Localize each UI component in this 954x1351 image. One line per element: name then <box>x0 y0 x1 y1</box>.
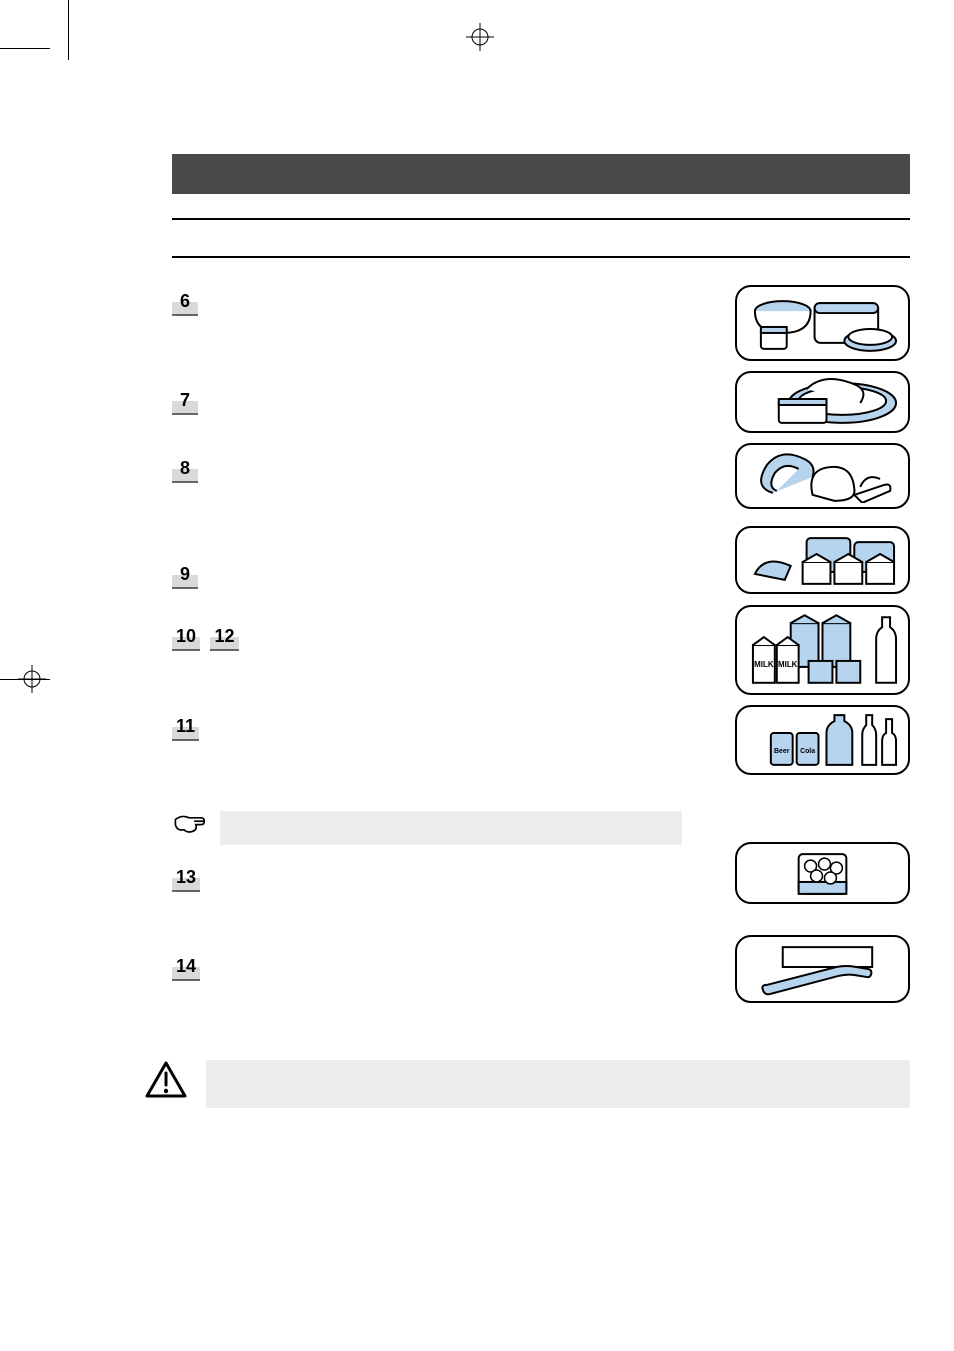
item-number-badge: 10 <box>172 625 200 651</box>
item-number-badge: 13 <box>172 866 200 892</box>
section-header-bar <box>172 154 910 194</box>
item-number-badge: 12 <box>210 625 238 651</box>
item-number-badge: 8 <box>172 457 198 483</box>
list-item: 6 <box>172 290 198 316</box>
crop-mark <box>0 48 50 49</box>
svg-text:Beer: Beer <box>774 748 790 755</box>
item-number-badge: 7 <box>172 389 198 415</box>
list-item: 13 <box>172 866 200 892</box>
list-item: 7 <box>172 389 198 415</box>
illustration-wine-rack-icon <box>735 935 910 1003</box>
divider <box>172 256 910 258</box>
illustration-vegetables-icon <box>735 443 910 509</box>
registration-mark-icon <box>466 23 494 51</box>
list-item: 9 <box>172 563 198 589</box>
illustration-plate-icon <box>735 371 910 433</box>
list-item: 10 12 <box>172 625 239 651</box>
item-number-badge: 11 <box>172 715 199 741</box>
registration-mark-icon <box>18 665 46 693</box>
warning-box <box>206 1060 910 1108</box>
divider <box>172 218 910 220</box>
illustration-containers-icon <box>735 285 910 361</box>
list-item: 14 <box>172 955 200 981</box>
illustration-egg-tray-icon <box>735 842 910 904</box>
warning-triangle-icon <box>144 1060 188 1100</box>
list-item: 8 <box>172 457 198 483</box>
svg-text:Cola: Cola <box>800 748 815 755</box>
item-number-badge: 14 <box>172 955 200 981</box>
note-callout <box>172 811 682 845</box>
illustration-milk-bottles-icon: MILK MILK <box>735 605 910 695</box>
svg-text:MILK: MILK <box>754 660 774 669</box>
svg-text:MILK: MILK <box>778 660 798 669</box>
note-box <box>220 811 682 845</box>
illustration-cans-bottles-icon: Beer Cola <box>735 705 910 775</box>
crop-mark <box>68 0 69 60</box>
illustration-packets-icon <box>735 526 910 594</box>
pointer-hand-icon <box>172 811 206 837</box>
list-item: 11 <box>172 715 199 741</box>
item-number-badge: 9 <box>172 563 198 589</box>
item-number-badge: 6 <box>172 290 198 316</box>
warning-callout <box>144 1060 910 1108</box>
